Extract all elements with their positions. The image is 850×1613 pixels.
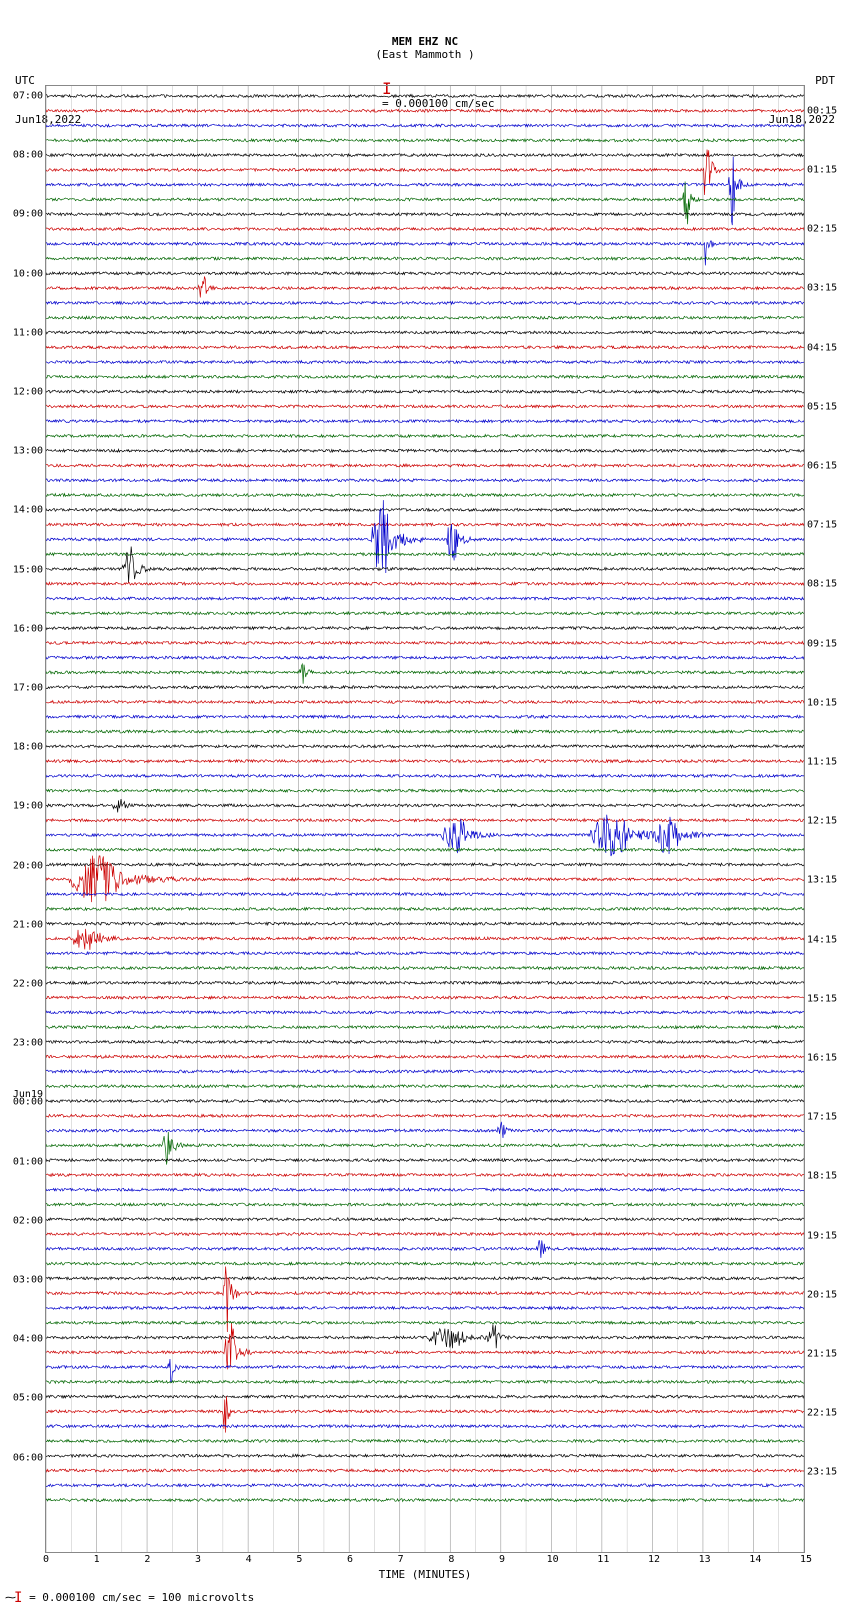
pdt-hour-label: 23:15 [804, 1467, 837, 1478]
utc-hour-label: 11:00 [13, 327, 46, 338]
utc-hour-label: 22:00 [13, 979, 46, 990]
station-subtitle: (East Mammoth ) [375, 48, 474, 61]
trace-row [46, 1277, 804, 1280]
x-tick-label: 4 [246, 1552, 252, 1565]
utc-hour-label: 12:00 [13, 387, 46, 398]
pdt-hour-label: 07:15 [804, 520, 837, 531]
pdt-hour-label: 12:15 [804, 816, 837, 827]
utc-hour-label: 03:00 [13, 1275, 46, 1286]
pdt-hour-label: 08:15 [804, 579, 837, 590]
x-tick-label: 3 [195, 1552, 201, 1565]
utc-hour-label: 23:00 [13, 1038, 46, 1049]
utc-hour-label: 21:00 [13, 919, 46, 930]
utc-hour-label: 18:00 [13, 742, 46, 753]
pdt-hour-label: 02:15 [804, 224, 837, 235]
utc-hour-label: 20:00 [13, 860, 46, 871]
x-tick-label: 7 [398, 1552, 404, 1565]
x-axis-title: TIME (MINUTES) [379, 1552, 472, 1581]
x-tick-label: 0 [43, 1552, 49, 1565]
x-tick-label: 13 [699, 1552, 711, 1565]
pdt-hour-label: 21:15 [804, 1349, 837, 1360]
utc-hour-label: 19:00 [13, 801, 46, 812]
seismogram-plot: TIME (MINUTES) 07:0008:0009:0010:0011:00… [45, 85, 805, 1553]
x-tick-label: 1 [94, 1552, 100, 1565]
utc-hour-label: 06:00 [13, 1452, 46, 1463]
pdt-hour-label: 01:15 [804, 165, 837, 176]
pdt-hour-label: 04:15 [804, 342, 837, 353]
x-tick-label: 11 [597, 1552, 609, 1565]
utc-hour-label: 10:00 [13, 268, 46, 279]
pdt-hour-label: 10:15 [804, 697, 837, 708]
trace-row [46, 109, 804, 112]
pdt-hour-label: 18:15 [804, 1171, 837, 1182]
x-tick-label: 2 [144, 1552, 150, 1565]
utc-hour-label: 13:00 [13, 446, 46, 457]
pdt-hour-label: 03:15 [804, 283, 837, 294]
utc-hour-label: 02:00 [13, 1215, 46, 1226]
utc-hour-label: 04:00 [13, 1334, 46, 1345]
footer-scale: ⁓I = 0.000100 cm/sec = 100 microvolts [5, 1589, 254, 1605]
x-tick-label: 9 [499, 1552, 505, 1565]
x-tick-label: 14 [749, 1552, 761, 1565]
x-tick-label: 6 [347, 1552, 353, 1565]
utc-hour-label: 07:00 [13, 91, 46, 102]
pdt-hour-label: 11:15 [804, 757, 837, 768]
pdt-hour-label: 00:15 [804, 105, 837, 116]
pdt-hour-label: 13:15 [804, 875, 837, 886]
x-tick-label: 10 [547, 1552, 559, 1565]
pdt-hour-label: 05:15 [804, 401, 837, 412]
x-tick-label: 5 [296, 1552, 302, 1565]
pdt-hour-label: 16:15 [804, 1053, 837, 1064]
pdt-hour-label: 14:15 [804, 934, 837, 945]
utc-hour-label: 01:00 [13, 1156, 46, 1167]
pdt-hour-label: 09:15 [804, 638, 837, 649]
x-tick-label: 12 [648, 1552, 660, 1565]
x-tick-label: 15 [800, 1552, 812, 1565]
pdt-hour-label: 20:15 [804, 1289, 837, 1300]
utc-hour-label: 05:00 [13, 1393, 46, 1404]
pdt-hour-label: 19:15 [804, 1230, 837, 1241]
pdt-hour-label: 06:15 [804, 461, 837, 472]
pdt-hour-label: 17:15 [804, 1112, 837, 1123]
seismogram-container: MEM EHZ NC (East Mammoth ) I = 0.000100 … [0, 0, 850, 1613]
station-title: MEM EHZ NC [392, 35, 458, 48]
trace-row [46, 1262, 804, 1265]
pdt-hour-label: 22:15 [804, 1408, 837, 1419]
pdt-hour-label: 15:15 [804, 993, 837, 1004]
utc-hour-label: 09:00 [13, 209, 46, 220]
utc-hour-label: 16:00 [13, 623, 46, 634]
utc-hour-label: 14:00 [13, 505, 46, 516]
date-marker: Jun19 [13, 1089, 46, 1100]
utc-hour-label: 15:00 [13, 564, 46, 575]
x-tick-label: 8 [448, 1552, 454, 1565]
utc-hour-label: 08:00 [13, 150, 46, 161]
utc-hour-label: 17:00 [13, 683, 46, 694]
